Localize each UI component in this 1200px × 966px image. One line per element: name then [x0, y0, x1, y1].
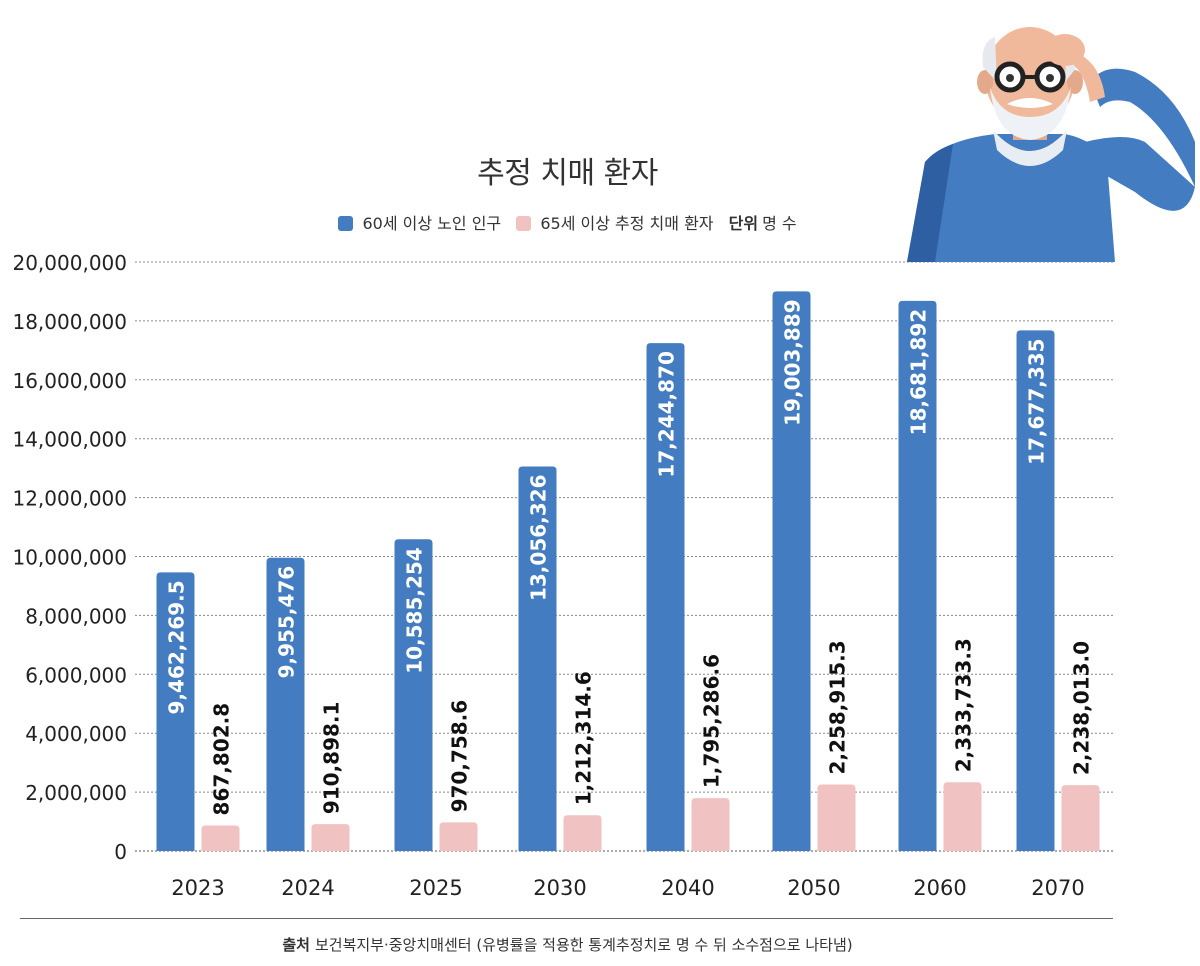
y-tick-label: 12,000,000: [12, 487, 127, 511]
legend-swatch-population: [338, 216, 354, 231]
data-label-dementia: 910,898.1: [320, 702, 344, 815]
unit-value: 명 수: [762, 214, 797, 233]
data-label-dementia: 970,758.6: [448, 700, 472, 813]
bar-dementia: [691, 798, 730, 851]
x-tick-label: 2050: [787, 876, 840, 900]
x-tick-label: 2070: [1031, 876, 1084, 900]
x-tick-label: 2023: [171, 876, 224, 900]
x-tick-label: 2024: [281, 876, 334, 900]
bar-population: [1016, 330, 1055, 852]
bar-dementia: [817, 784, 856, 851]
bar-population: [518, 466, 557, 851]
legend-item-population: 60세 이상 노인 인구: [338, 214, 506, 233]
legend: 60세 이상 노인 인구 65세 이상 추정 치매 환자 단위 명 수: [0, 210, 1135, 234]
y-tick-label: 14,000,000: [12, 428, 127, 452]
data-label-population: 18,681,892: [907, 309, 931, 436]
y-axis: 0 2,000,000 4,000,000 6,000,000 8,000,000 10,…: [12, 251, 127, 864]
gridlines: [135, 261, 1113, 852]
y-tick-label: 6,000,000: [25, 663, 127, 687]
legend-swatch-dementia: [516, 216, 532, 231]
data-label-population: 17,677,335: [1025, 338, 1049, 465]
source-label: 출처: [282, 936, 310, 954]
data-label-dementia: 2,333,733.3: [952, 638, 976, 772]
y-tick-label: 8,000,000: [25, 604, 127, 628]
legend-label-population: 60세 이상 노인 인구: [362, 214, 502, 233]
y-tick-label: 0: [114, 840, 127, 864]
bar-dementia: [563, 815, 602, 851]
data-label-population: 9,462,269.5: [165, 580, 189, 714]
bar-dementia: [311, 824, 350, 851]
source-text: 보건복지부·중앙치매센터 (유병률을 적용한 통계추정치로 명 수 뒤 소수점으…: [314, 936, 853, 954]
y-tick-label: 20,000,000: [12, 251, 127, 275]
bar-dementia: [943, 782, 982, 851]
y-tick-label: 16,000,000: [12, 369, 127, 393]
data-label-dementia: 1,212,314.6: [572, 671, 596, 805]
legend-item-dementia: 65세 이상 추정 치매 환자: [516, 214, 718, 233]
bar-dementia: [201, 825, 240, 851]
x-axis: 2023 2024 2025 2030 2040 2050 2060 2070: [171, 876, 1084, 900]
y-tick-label: 18,000,000: [12, 310, 127, 334]
legend-label-dementia: 65세 이상 추정 치매 환자: [540, 214, 714, 233]
data-label-population: 17,244,870: [655, 351, 679, 478]
x-tick-label: 2030: [533, 876, 586, 900]
data-label-population: 10,585,254: [403, 547, 427, 674]
bar-population: [772, 291, 811, 852]
bar-dementia: [439, 822, 478, 851]
unit-label: 단위: [728, 214, 759, 233]
data-label-population: 9,955,476: [275, 566, 299, 679]
x-tick-label: 2060: [913, 876, 966, 900]
x-tick-label: 2040: [661, 876, 714, 900]
data-label-dementia: 867,802.8: [210, 703, 234, 816]
y-tick-label: 10,000,000: [12, 546, 127, 570]
data-label-population: 13,056,326: [527, 474, 551, 601]
source-note: 출처 보건복지부·중앙치매센터 (유병률을 적용한 통계추정치로 명 수 뒤 소수…: [0, 934, 1135, 955]
chart-title: 추정 치매 환자: [477, 156, 658, 191]
data-label-dementia: 2,258,915.3: [826, 640, 850, 774]
data-label-dementia: 2,238,013.0: [1070, 641, 1094, 775]
bar-population: [266, 557, 305, 851]
bar-population: [394, 539, 433, 851]
elderly-man-scratching-head-icon: [907, 27, 1195, 262]
data-label-population: 19,003,889: [781, 299, 805, 426]
footer-divider: [20, 918, 1113, 919]
bars: 9,462,269.5 867,802.8 9,955,476 910,898.1 10…: [156, 291, 1100, 852]
data-label-dementia: 1,795,286.6: [700, 654, 724, 788]
bar-population: [156, 572, 195, 851]
bar-population: [898, 300, 937, 852]
y-tick-label: 2,000,000: [25, 781, 127, 805]
bar-population: [646, 343, 685, 851]
y-tick-label: 4,000,000: [25, 722, 127, 746]
x-tick-label: 2025: [409, 876, 462, 900]
unit-note: 단위 명 수: [729, 214, 797, 233]
bar-dementia: [1061, 785, 1100, 851]
